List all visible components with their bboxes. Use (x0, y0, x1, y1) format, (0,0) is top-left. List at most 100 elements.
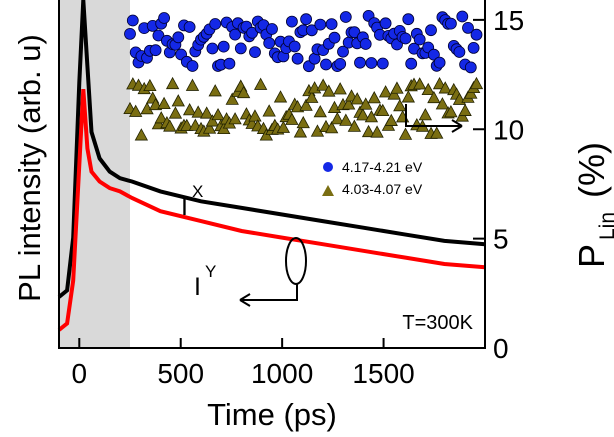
plin-point-circle (288, 40, 301, 53)
plin-point-triangle (418, 108, 433, 121)
right-y-label-sub: Lin (596, 212, 614, 240)
plin-point-triangle (129, 104, 143, 117)
plin-point-triangle (427, 90, 441, 104)
right-y-label-unit: (%) (571, 142, 612, 198)
plin-point-triangle (168, 106, 183, 119)
pl-line-1 (57, 0, 486, 299)
right-y-tick-label: 5 (493, 224, 509, 255)
plin-point-circle (328, 31, 341, 44)
legend-label-2: 4.03-4.07 eV (342, 181, 423, 197)
plin-point-circle (467, 42, 480, 54)
plin-point-triangle (444, 105, 458, 118)
plin-point-triangle (299, 98, 313, 111)
plin-point-triangle (384, 113, 398, 126)
plin-point-triangle (285, 112, 299, 125)
plin-point-triangle (430, 126, 444, 139)
plin-point-triangle (143, 78, 157, 92)
plin-point-triangle (376, 103, 390, 117)
x-axis-ticks: 0 500 1000 1500 (71, 338, 415, 389)
pl-line-2 (57, 88, 486, 332)
right-y-axis-label: P Lin (%) (571, 142, 614, 268)
plin-point-triangle (163, 119, 177, 132)
plin-point-triangle (228, 112, 242, 125)
plin-point-triangle (200, 106, 214, 119)
plin-point-triangle (208, 84, 222, 97)
right-y-tick-label: 0 (493, 333, 509, 364)
plin-point-triangle (262, 104, 276, 117)
plin-point-circle (402, 13, 415, 26)
plin-point-triangle (413, 77, 427, 90)
plin-point-triangle (324, 121, 339, 134)
plin-point-triangle (134, 128, 149, 141)
plin-point-triangle (253, 77, 268, 90)
plin-point-circle (334, 58, 347, 70)
pl-curves (57, 0, 486, 332)
plin-point-circle (126, 14, 139, 27)
plin-point-circle (427, 48, 440, 61)
plin-point-triangle (180, 118, 194, 131)
plin-point-triangle (157, 96, 171, 110)
left-axis-arrow (240, 284, 298, 301)
plin-point-triangle (276, 120, 291, 133)
plin-point-circle (413, 33, 426, 46)
temperature-annotation: T=300K (402, 312, 473, 334)
x-tick-label: 1500 (352, 358, 414, 389)
left-arrowhead (239, 293, 251, 307)
plin-point-circle (470, 28, 483, 41)
plin-point-triangle (469, 76, 484, 90)
plin-point-circle (158, 12, 171, 24)
plin-point-circle (285, 15, 298, 28)
plin-point-circle (337, 45, 349, 58)
plin-point-triangle (333, 82, 347, 95)
plin-point-circle (359, 38, 372, 50)
plin-point-triangle (322, 84, 336, 97)
plin-point-triangle (390, 81, 404, 94)
plin-point-circle (223, 57, 236, 70)
plin-point-circle (354, 56, 366, 69)
plin-point-circle (217, 40, 230, 53)
legend-label-1: 4.17-4.21 eV (342, 159, 423, 175)
plin-point-triangle (432, 76, 447, 90)
plin-point-circle (314, 18, 327, 31)
right-y-label-main: P (571, 244, 612, 268)
plin-point-triangle (296, 115, 310, 129)
plin-point-triangle (378, 85, 393, 98)
label-iy-sup: Y (205, 262, 216, 281)
plin-point-triangle (387, 87, 401, 100)
right-y-tick-label: 15 (493, 5, 524, 36)
legend-marker-triangle (322, 185, 334, 196)
plin-point-triangle (293, 125, 308, 138)
plin-point-triangle (359, 97, 373, 110)
curve-selector-ellipse (285, 237, 307, 285)
plin-point-triangle (191, 105, 205, 118)
plin-point-triangle (401, 90, 415, 103)
plin-point-circle (325, 18, 338, 31)
plin-point-circle (339, 11, 352, 23)
plin-point-circle (365, 57, 378, 69)
left-y-axis-label: PL intensity (arb. u) (12, 34, 47, 302)
plin-point-triangle (211, 107, 225, 121)
x-tick-label: 500 (157, 358, 204, 389)
plin-point-triangle (356, 108, 370, 121)
plin-point-circle (456, 10, 469, 23)
right-y-tick-label: 10 (493, 114, 524, 145)
plin-point-circle (249, 46, 261, 58)
plin-point-circle (453, 46, 466, 58)
plot-frame (58, 0, 486, 349)
plin-point-triangle (171, 94, 185, 107)
plin-point-triangle (313, 104, 327, 118)
plin-point-circle (379, 17, 392, 30)
plin-point-circle (172, 31, 185, 44)
plin-point-circle (444, 17, 457, 30)
plin-point-circle (348, 26, 361, 39)
plin-point-circle (376, 57, 389, 70)
plin-point-triangle (236, 85, 251, 99)
plin-point-circle (405, 57, 418, 70)
plin-point-circle (320, 58, 332, 71)
plin-point-triangle (361, 124, 376, 138)
plin-point-triangle (202, 121, 217, 134)
label-ix: I (181, 193, 188, 221)
plin-point-triangle (205, 114, 220, 127)
plin-point-circle (149, 44, 162, 57)
